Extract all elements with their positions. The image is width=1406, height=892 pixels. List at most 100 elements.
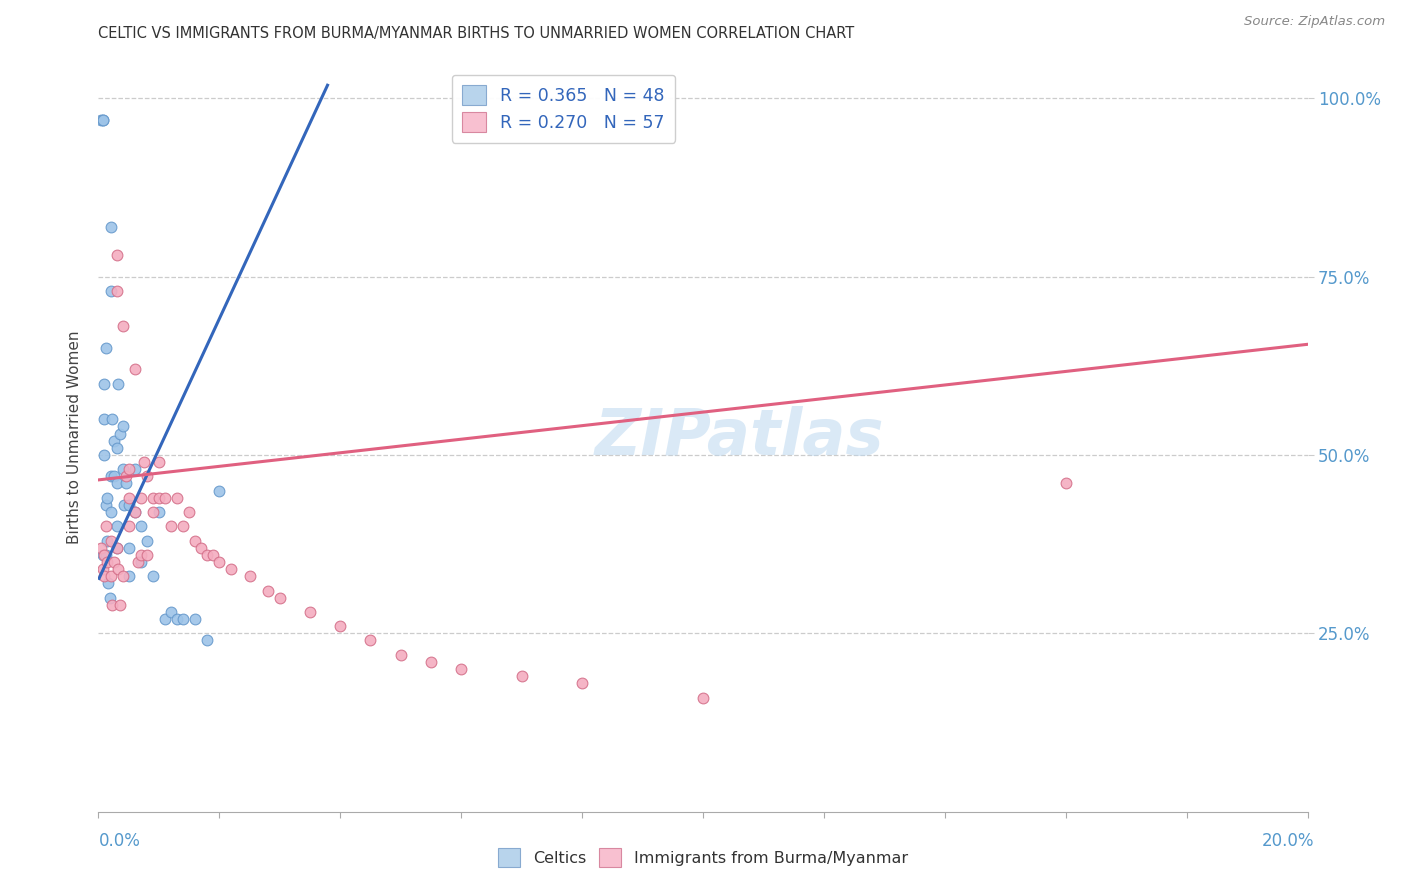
Point bbox=[112, 498, 135, 512]
Point bbox=[108, 426, 131, 441]
Point bbox=[450, 662, 472, 676]
Point bbox=[148, 491, 170, 505]
Point bbox=[100, 533, 122, 548]
Text: ZIPatlas: ZIPatlas bbox=[595, 406, 884, 468]
Point bbox=[105, 441, 128, 455]
Text: Source: ZipAtlas.com: Source: ZipAtlas.com bbox=[1244, 15, 1385, 28]
Point bbox=[100, 219, 122, 234]
Point bbox=[124, 362, 146, 376]
Point bbox=[96, 491, 118, 505]
Point bbox=[256, 583, 278, 598]
Point bbox=[179, 505, 201, 519]
Point bbox=[91, 562, 114, 576]
Point bbox=[105, 541, 128, 555]
Point bbox=[166, 612, 188, 626]
Point bbox=[135, 533, 157, 548]
Point bbox=[129, 548, 152, 562]
Point bbox=[124, 505, 146, 519]
Point bbox=[96, 555, 118, 569]
Point bbox=[202, 548, 225, 562]
Point bbox=[184, 612, 207, 626]
Point bbox=[269, 591, 291, 605]
Point bbox=[195, 633, 218, 648]
Point bbox=[105, 284, 128, 298]
Point bbox=[510, 669, 533, 683]
Point bbox=[166, 491, 188, 505]
Point bbox=[100, 598, 122, 612]
Point bbox=[111, 462, 134, 476]
Point bbox=[107, 376, 129, 391]
Point bbox=[114, 476, 136, 491]
Point bbox=[111, 569, 134, 583]
Point bbox=[91, 112, 114, 127]
Point bbox=[208, 483, 231, 498]
Point bbox=[108, 598, 131, 612]
Point bbox=[118, 541, 141, 555]
Point bbox=[221, 562, 243, 576]
Point bbox=[94, 548, 117, 562]
Point bbox=[111, 319, 134, 334]
Point bbox=[118, 519, 141, 533]
Point bbox=[195, 548, 218, 562]
Point bbox=[93, 412, 115, 426]
Legend: Celtics, Immigrants from Burma/Myanmar: Celtics, Immigrants from Burma/Myanmar bbox=[489, 840, 917, 875]
Point bbox=[118, 491, 141, 505]
Point bbox=[93, 569, 115, 583]
Point bbox=[129, 555, 152, 569]
Point bbox=[100, 505, 122, 519]
Point bbox=[148, 505, 170, 519]
Point bbox=[1054, 476, 1077, 491]
Point bbox=[360, 633, 382, 648]
Point bbox=[100, 469, 122, 483]
Point bbox=[142, 491, 165, 505]
Point bbox=[118, 569, 141, 583]
Point bbox=[142, 569, 165, 583]
Point bbox=[208, 555, 231, 569]
Point bbox=[100, 284, 122, 298]
Point bbox=[107, 562, 129, 576]
Point bbox=[90, 541, 112, 555]
Point bbox=[100, 412, 122, 426]
Point bbox=[93, 548, 115, 562]
Point bbox=[94, 519, 117, 533]
Point bbox=[153, 612, 176, 626]
Point bbox=[93, 448, 115, 462]
Point bbox=[96, 533, 118, 548]
Point bbox=[96, 498, 118, 512]
Point bbox=[172, 612, 194, 626]
Point bbox=[103, 434, 125, 448]
Point bbox=[692, 690, 714, 705]
Point bbox=[160, 519, 183, 533]
Point bbox=[91, 548, 114, 562]
Point bbox=[184, 533, 207, 548]
Point bbox=[103, 555, 125, 569]
Y-axis label: Births to Unmarried Women: Births to Unmarried Women bbox=[67, 330, 83, 544]
Point bbox=[172, 519, 194, 533]
Point bbox=[190, 541, 212, 555]
Point bbox=[160, 605, 183, 619]
Point bbox=[329, 619, 352, 633]
Point bbox=[124, 505, 146, 519]
Point bbox=[129, 491, 152, 505]
Point bbox=[103, 469, 125, 483]
Point bbox=[111, 419, 134, 434]
Point bbox=[135, 548, 157, 562]
Point bbox=[299, 605, 322, 619]
Point bbox=[97, 576, 120, 591]
Point bbox=[389, 648, 412, 662]
Point bbox=[135, 469, 157, 483]
Point bbox=[571, 676, 593, 690]
Point bbox=[90, 112, 112, 127]
Point bbox=[132, 455, 155, 469]
Point bbox=[105, 476, 128, 491]
Point bbox=[114, 469, 136, 483]
Point bbox=[124, 462, 146, 476]
Point bbox=[91, 112, 114, 127]
Point bbox=[93, 376, 115, 391]
Text: 20.0%: 20.0% bbox=[1263, 831, 1315, 849]
Point bbox=[142, 505, 165, 519]
Point bbox=[420, 655, 443, 669]
Point bbox=[105, 519, 128, 533]
Point bbox=[118, 462, 141, 476]
Text: CELTIC VS IMMIGRANTS FROM BURMA/MYANMAR BIRTHS TO UNMARRIED WOMEN CORRELATION CH: CELTIC VS IMMIGRANTS FROM BURMA/MYANMAR … bbox=[98, 27, 855, 41]
